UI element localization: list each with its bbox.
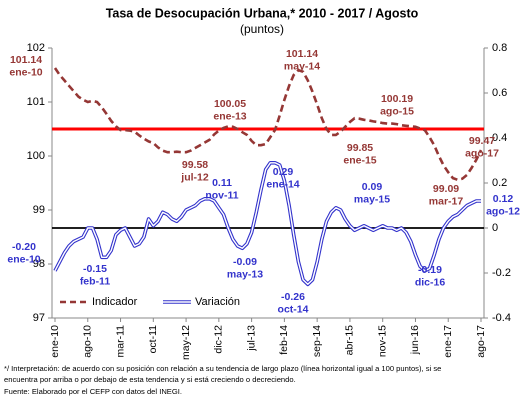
legend-label: Indicador [92,296,138,308]
annotation: mar-17 [429,195,464,207]
y2-tick-label: 0.2 [492,177,507,189]
annotation: ago-12 [486,205,520,217]
annotation: -0.15 [83,263,107,275]
y2-tick-label: -0.2 [492,267,511,279]
annotation: 100.05 [214,98,246,110]
annotation: 0.11 [212,177,232,189]
annotation: -0.20 [12,241,36,253]
y2-tick-label: -0.4 [492,312,511,324]
annotation: ene-10 [7,253,40,265]
annotation: may-13 [227,268,263,280]
x-tick-label: mar-11 [114,325,126,358]
annotation: 99.47 [469,135,495,147]
x-tick-label: nov-15 [376,325,388,357]
legend-label: Variación [195,296,240,308]
y2-tick-label: 0.8 [492,42,507,54]
annotation: may-15 [354,193,390,205]
annotation: dic-16 [415,276,446,288]
y-tick-label: 97 [33,312,45,324]
annotation: ene-15 [343,154,376,166]
chart-title: Tasa de Desocupación Urbana,* 2010 - 201… [106,6,419,20]
y-tick-label: 102 [27,42,45,54]
x-tick-label: may-12 [180,325,192,360]
annotation: 0.12 [493,193,514,205]
footnote: encuentra por arriba o por debajo de est… [4,375,296,384]
x-tick-label: dic-12 [213,325,225,354]
chart: Tasa de Desocupación Urbana,* 2010 - 201… [7,6,520,360]
annotation: may-14 [284,60,320,72]
annotation: oct-14 [278,303,309,315]
annotation: -0.26 [281,291,305,303]
annotation: -0.19 [418,264,442,276]
annotation: 99.58 [182,159,208,171]
y-tick-label: 99 [33,204,45,216]
annotation: 101.14 [286,48,318,60]
annotation: -0.09 [233,256,257,268]
annotation: 101.14 [10,54,42,66]
footnote: */ Interpretación: de acuerdo con su pos… [4,364,442,373]
y-tick-label: 98 [33,258,45,270]
annotation: ene-14 [266,178,299,190]
chart-subtitle: (puntos) [240,22,284,36]
annotation: 100.19 [381,93,413,105]
x-tick-label: jul-13 [245,325,257,352]
x-tick-label: abr-15 [344,325,356,356]
x-tick-label: ene-10 [49,325,61,358]
x-tick-label: sep-14 [311,325,323,357]
series-line [53,67,483,182]
y2-tick-label: 0 [492,222,498,234]
annotation: ene-10 [9,66,42,78]
annotation: 99.85 [347,142,373,154]
series-line-inner [54,162,481,285]
y-tick-label: 101 [27,96,45,108]
footnote: Fuente: Elaborado por el CEFP con datos … [4,387,182,396]
annotation: 0.09 [362,181,383,193]
y2-tick-label: 0.4 [492,132,507,144]
x-tick-label: ago-17 [475,325,487,358]
annotation: feb-11 [80,275,111,287]
y-tick-label: 100 [27,150,45,162]
x-tick-label: jun-16 [409,325,421,355]
annotation: ago-17 [465,147,499,159]
annotation: nov-11 [205,189,238,201]
annotation: jul-12 [180,171,209,183]
annotation: 99.09 [433,183,459,195]
annotation: ago-15 [380,105,414,117]
x-tick-label: ago-10 [82,325,94,358]
annotation: 0.29 [273,166,294,178]
x-tick-label: ene-17 [442,325,454,358]
y2-tick-label: 0.6 [492,87,507,99]
annotation: ene-13 [213,110,246,122]
x-tick-label: oct-11 [147,325,159,354]
x-tick-label: feb-14 [278,325,290,355]
